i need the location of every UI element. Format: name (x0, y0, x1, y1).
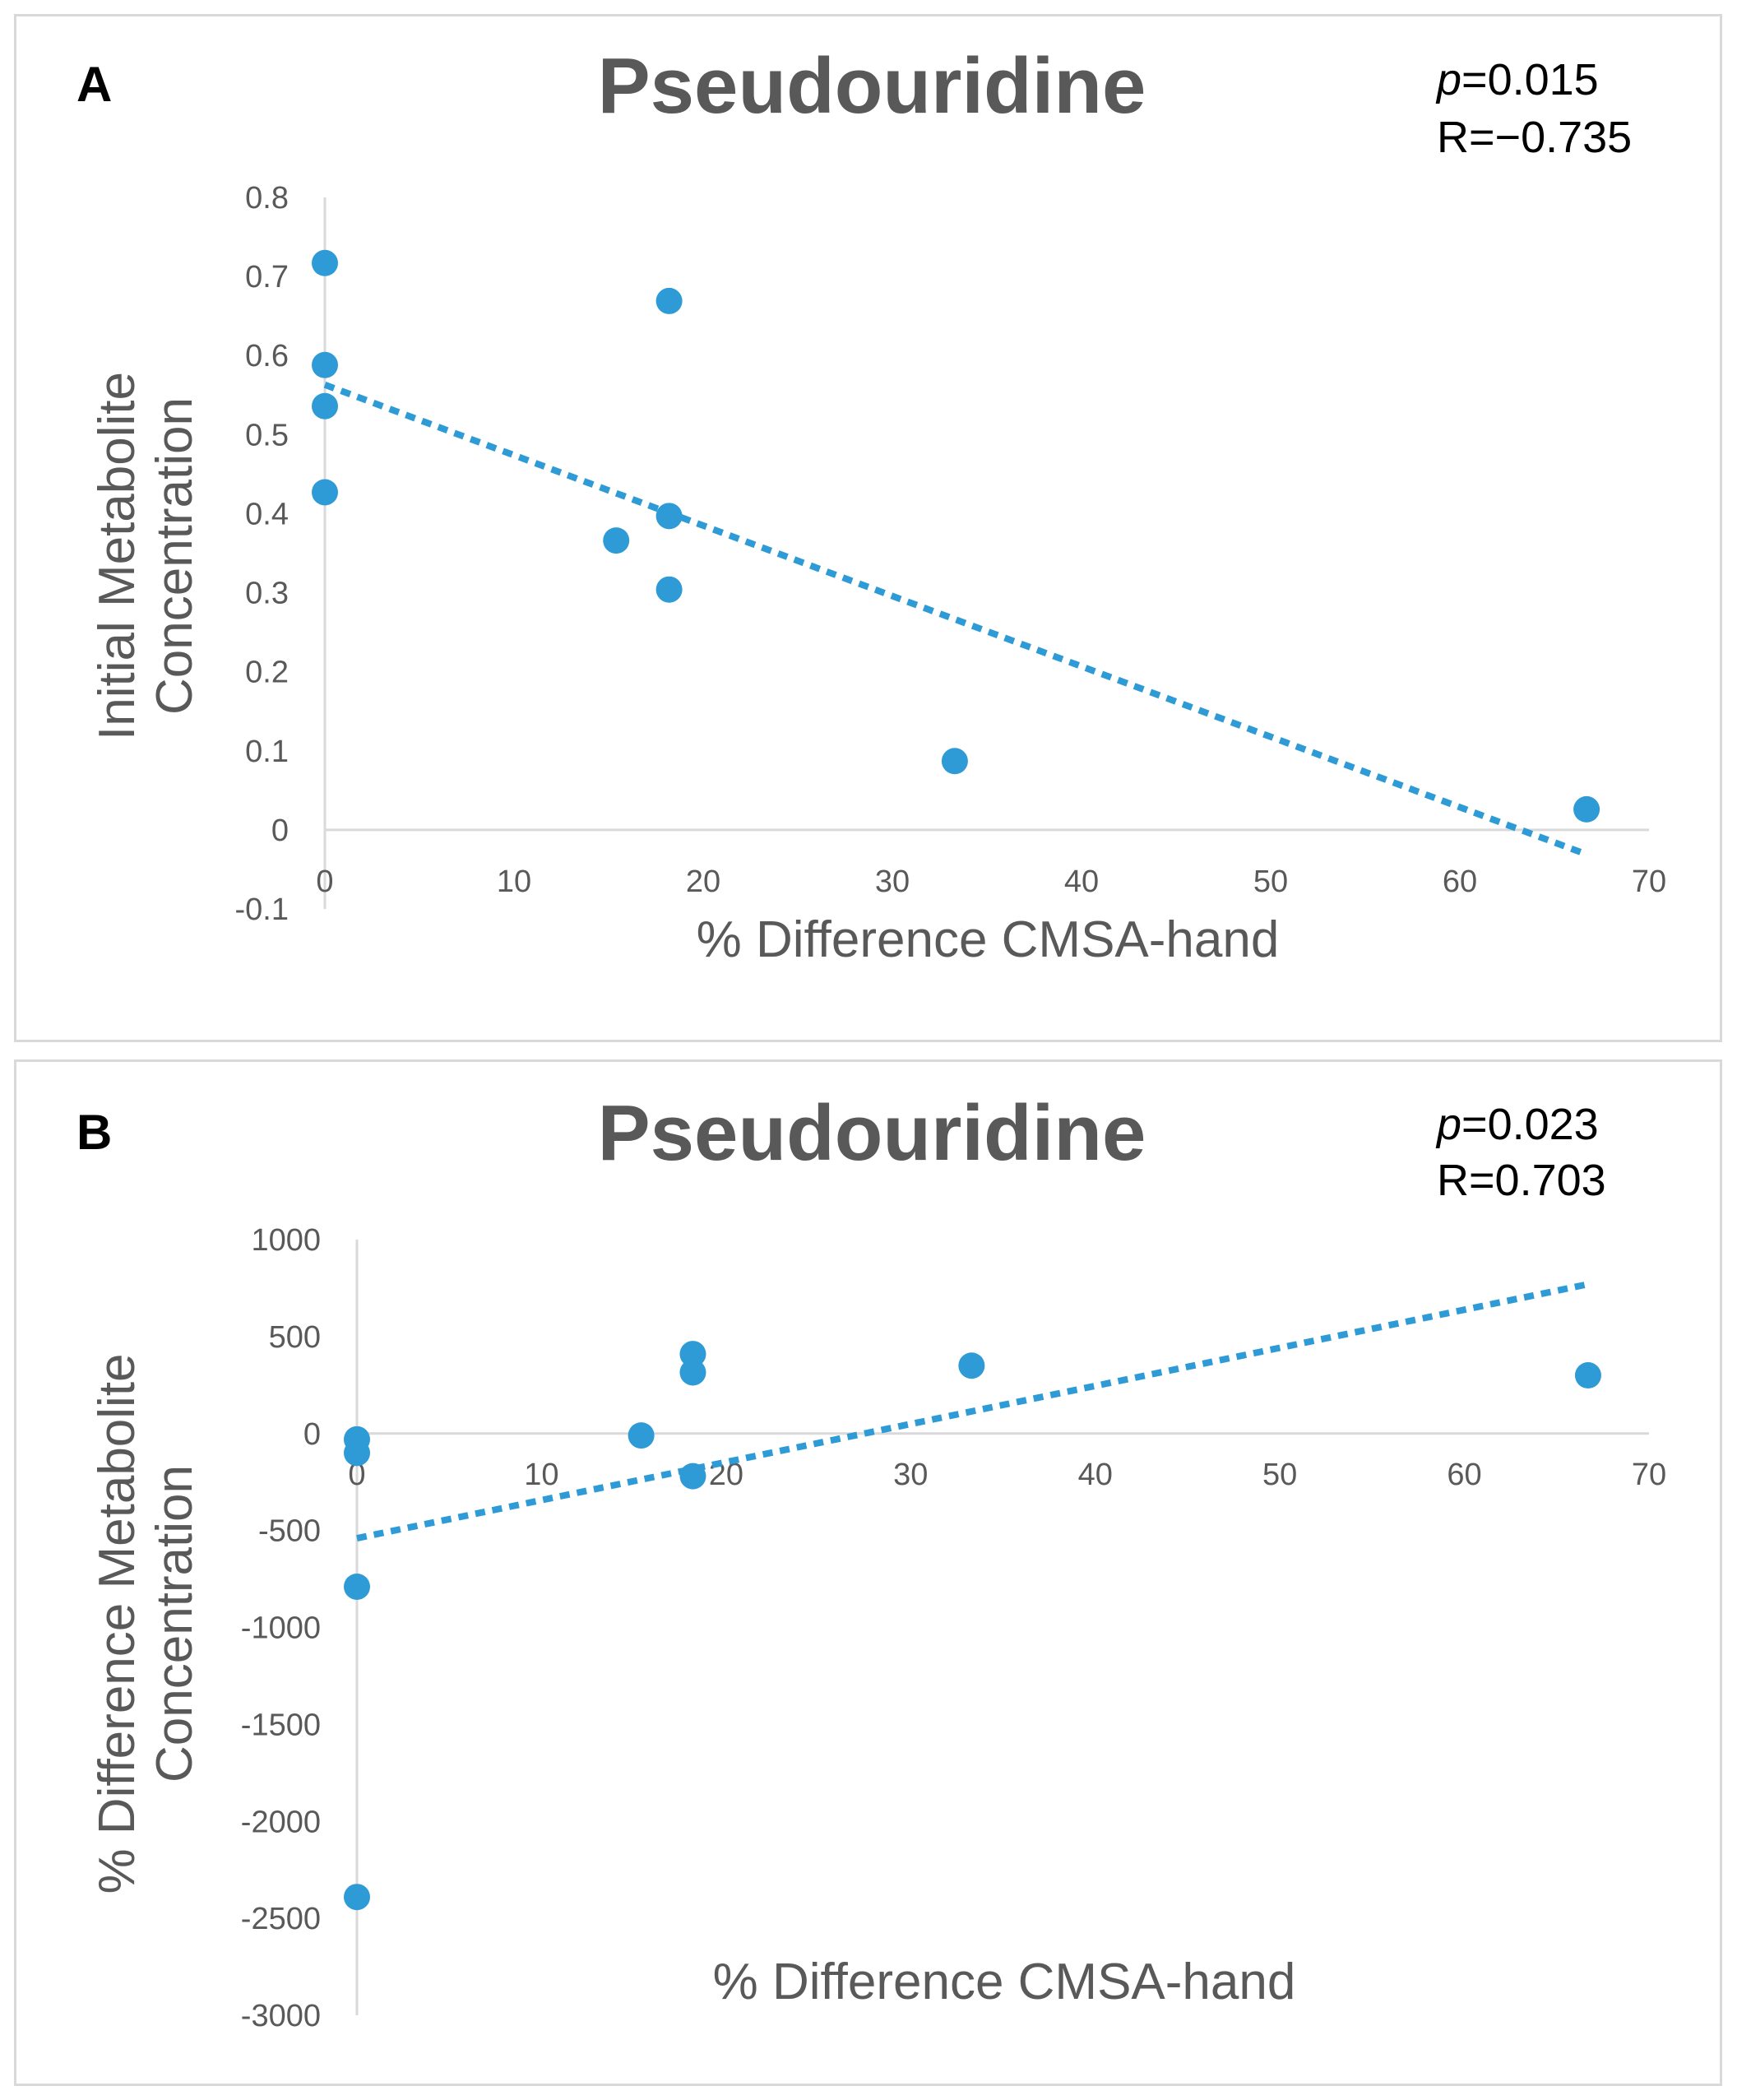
chart-b-y-tick-label: -2500 (241, 1902, 321, 1936)
chart-b-x-tick-label: 50 (1262, 1458, 1297, 1492)
chart-a-r-value: R=−0.735 (1437, 113, 1632, 162)
chart-b-trendline (356, 1281, 1589, 1541)
chart-b-y-tick-label: 1000 (251, 1223, 321, 1258)
chart-a-axes (323, 197, 1649, 909)
chart-a-trendline (323, 382, 1588, 858)
chart-b-y-tick-label: -1000 (241, 1611, 321, 1646)
chart-a-data-point (1573, 795, 1600, 823)
chart-a-y-tick-label: 0 (271, 814, 289, 848)
chart-b-data-point (1574, 1362, 1601, 1389)
chart-a-data-point (312, 479, 338, 506)
chart-a-y-tick-label: 0.6 (245, 339, 289, 373)
chart-a-title: Pseudouridine (598, 42, 1146, 130)
chart-a-x-ticks: 0 10 20 30 40 50 60 70 (316, 865, 1666, 899)
panel-b-label: B (76, 1105, 112, 1160)
chart-a-ylabel-line2: Concentration (146, 397, 203, 715)
chart-a-x-tick-label: 20 (686, 865, 720, 899)
chart-a-data-point (312, 351, 338, 378)
panel-a: A Pseudouridine p=0.015 R=−0.735 Initial… (14, 14, 1722, 1042)
chart-b-data-point (679, 1359, 706, 1386)
chart-b-p-symbol: p (1435, 1100, 1461, 1149)
chart-a-y-tick-label: 0.3 (245, 577, 289, 611)
chart-b-data-point (958, 1352, 985, 1379)
chart-b-xlabel: % Difference CMSA-hand (713, 1954, 1296, 2010)
chart-a-p-value: p=0.015 (1435, 55, 1599, 104)
chart-b-p-value: p=0.023 (1435, 1100, 1599, 1149)
chart-b-y-tick-label: -3000 (241, 1999, 321, 2033)
chart-b-data-point (344, 1884, 370, 1911)
chart-b-x-tick-label: 0 (348, 1458, 365, 1492)
chart-b-y-tick-label: -1500 (241, 1708, 321, 1742)
chart-a-trendline-group (323, 382, 1588, 858)
chart-a-x-tick-label: 60 (1443, 865, 1477, 899)
chart-b-points (344, 1341, 1601, 1911)
chart-b-y-tick-label: -500 (258, 1514, 321, 1549)
chart-a-xlabel: % Difference CMSA-hand (697, 911, 1280, 968)
chart-b-x-tick-label: 40 (1078, 1458, 1113, 1492)
chart-a-p-number: =0.015 (1461, 55, 1599, 104)
chart-b-data-point (679, 1463, 706, 1490)
chart-b-data-point (628, 1422, 655, 1449)
panel-b: B Pseudouridine p=0.023 R=0.703 % Differ… (14, 1059, 1722, 2086)
chart-b-x-tick-label: 30 (893, 1458, 928, 1492)
chart-a-y-tick-label: -0.1 (235, 892, 289, 927)
chart-a-y-tick-label: 0.4 (245, 497, 289, 531)
chart-b-r-value: R=0.703 (1437, 1156, 1606, 1205)
chart-b-ylabel-line2: Concentration (146, 1465, 203, 1782)
chart-b-x-tick-label: 10 (524, 1458, 558, 1492)
chart-a-svg: A Pseudouridine p=0.015 R=−0.735 Initial… (76, 42, 1666, 968)
chart-a-x-tick-label: 10 (497, 865, 531, 899)
chart-b-y-tick-label: -2000 (241, 1805, 321, 1839)
panel-a-label: A (76, 57, 112, 112)
chart-b-x-tick-label: 60 (1447, 1458, 1481, 1492)
chart-b-p-number: =0.023 (1461, 1100, 1599, 1149)
chart-a-y-tick-label: 0.7 (245, 260, 289, 294)
chart-a-y-tick-label: 0.8 (245, 181, 289, 216)
chart-b-svg: B Pseudouridine p=0.023 R=0.703 % Differ… (76, 1089, 1666, 2033)
chart-a-data-point (941, 748, 968, 775)
chart-b-data-point (344, 1439, 370, 1467)
chart-a-x-tick-label: 70 (1632, 865, 1666, 899)
chart-a-data-point (655, 576, 683, 603)
chart-a-y-tick-label: 0.2 (245, 656, 289, 690)
chart-a-p-symbol: p (1435, 55, 1461, 104)
chart-b-ylabel-line1: % Difference Metabolite (89, 1353, 146, 1894)
chart-b-y-tick-label: 500 (269, 1320, 321, 1355)
chart-b-y-ticks: -3000 -2500 -2000 -1500 -1000 -500 0 500 1000 (241, 1223, 321, 2033)
chart-a-data-point (312, 392, 338, 420)
chart-a-ylabel-line1: Initial Metabolite (89, 372, 146, 740)
chart-b-x-tick-label: 70 (1632, 1458, 1666, 1492)
chart-a-x-tick-label: 40 (1064, 865, 1099, 899)
chart-a-y-ticks: -0.1 0 0.1 0.2 0.3 0.4 0.5 0.6 0.7 0.8 (235, 181, 289, 927)
chart-b-data-point (679, 1341, 706, 1368)
chart-a-x-tick-label: 50 (1253, 865, 1288, 899)
chart-b-trendline-group (356, 1281, 1589, 1541)
chart-b-axes (355, 1240, 1649, 2015)
chart-a-points (312, 249, 1600, 823)
chart-a-y-tick-label: 0.1 (245, 735, 289, 769)
chart-a-data-point (655, 503, 683, 530)
chart-a-x-tick-label: 30 (875, 865, 910, 899)
chart-a-data-point (312, 249, 338, 276)
chart-b-x-ticks: 0 10 20 30 40 50 60 70 (348, 1458, 1666, 1492)
chart-a-data-point (655, 287, 683, 314)
chart-b-data-point (344, 1573, 370, 1600)
chart-a-x-tick-label: 0 (316, 865, 333, 899)
chart-b-title: Pseudouridine (598, 1089, 1146, 1177)
chart-a-y-tick-label: 0.5 (245, 418, 289, 452)
chart-b-y-tick-label: 0 (303, 1417, 321, 1452)
chart-a-data-point (603, 527, 630, 554)
